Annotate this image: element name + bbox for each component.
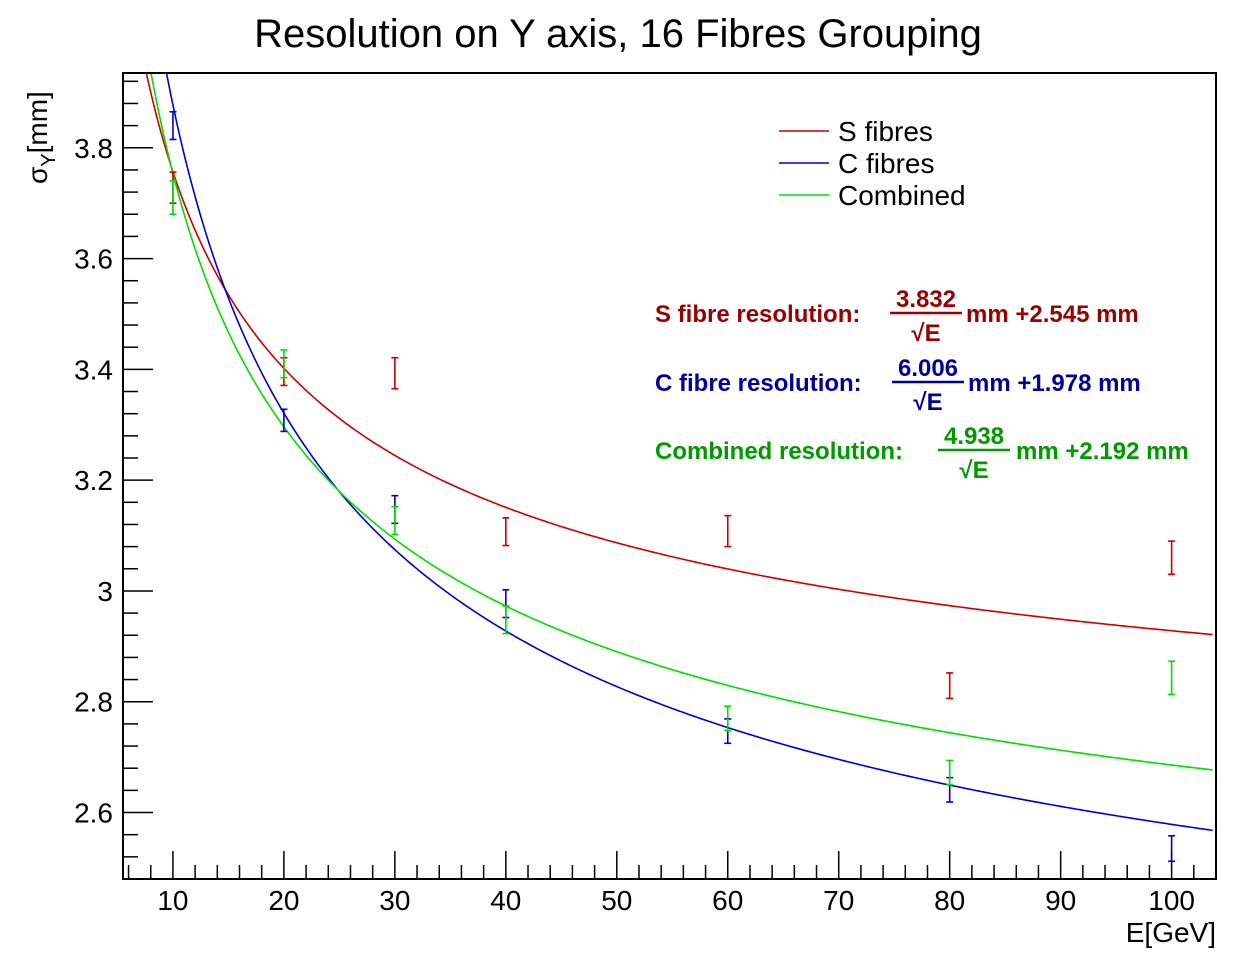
data-point-c-fibres (280, 408, 288, 433)
legend-label-c-fibres: C fibres (838, 148, 934, 179)
y-axis-label: σY[mm] (22, 91, 60, 184)
axis-tick-labels: 10 20 30 40 50 60 70 80 90 100 2.6 2.8 3 3.2 3.4 3.6 3.8 (74, 133, 1195, 916)
fit-curve-combined (150, 74, 1213, 771)
fit-annotation: S fibre resolution: 3.832 √E mm +2.545 mm (655, 286, 1139, 347)
chart-title: Resolution on Y axis, 16 Fibres Grouping (254, 12, 982, 56)
annotation-numerator: 4.938 (944, 423, 1004, 450)
y-tick-label: 3 (97, 576, 113, 607)
x-tick-label: 50 (601, 885, 632, 916)
legend-label-s-fibres: S fibres (838, 116, 933, 147)
annotation-prefix: C fibre resolution: (655, 370, 862, 397)
data-point-s-fibres (946, 672, 954, 700)
fit-curve-s-fibres (145, 74, 1213, 636)
y-axis-label-unit: [mm] (22, 91, 53, 153)
x-tick-label: 30 (379, 885, 410, 916)
data-point-combined (391, 505, 399, 536)
x-tick-label: 20 (268, 885, 299, 916)
plot-area-border (122, 72, 1217, 880)
data-point-s-fibres (1168, 540, 1176, 576)
y-tick-label: 2.8 (74, 687, 113, 718)
x-tick-label: 80 (934, 885, 965, 916)
annotation-denominator: √E (913, 389, 942, 416)
x-axis-label: E[GeV] (1126, 917, 1216, 948)
data-point-c-fibres (169, 110, 177, 141)
fit-curve-c-fibres (165, 74, 1213, 832)
y-axis-label-subscript: Y (38, 153, 60, 166)
svg-text:σY[mm]: σY[mm] (22, 91, 60, 184)
plot-frame (122, 72, 1217, 880)
x-tick-label: 10 (157, 885, 188, 916)
data-point-combined (724, 705, 732, 732)
data-point-combined (946, 759, 954, 786)
data-point-c-fibres (1168, 834, 1176, 863)
data-point-combined (1168, 660, 1176, 696)
annotation-prefix: Combined resolution: (655, 438, 903, 465)
data-point-s-fibres (724, 514, 732, 548)
annotation-suffix: mm +2.192 mm (1016, 438, 1189, 465)
fit-annotations: S fibre resolution: 3.832 √E mm +2.545 mm C … (655, 286, 1189, 484)
legend-label-combined: Combined (838, 180, 966, 211)
y-tick-label: 3.4 (74, 354, 113, 385)
y-tick-label: 2.6 (74, 798, 113, 829)
fit-annotation: Combined resolution: 4.938 √E mm +2.192 mm (655, 423, 1189, 484)
data-points (169, 110, 1176, 863)
x-tick-label: 40 (490, 885, 521, 916)
data-point-combined (280, 349, 288, 379)
data-point-s-fibres (391, 356, 399, 390)
annotation-suffix: mm +2.545 mm (966, 301, 1139, 328)
annotation-numerator: 3.832 (896, 286, 956, 313)
annotation-denominator: √E (959, 457, 988, 484)
x-tick-label: 70 (823, 885, 854, 916)
data-point-combined (169, 180, 177, 216)
annotation-denominator: √E (911, 320, 940, 347)
annotation-prefix: S fibre resolution: (655, 301, 860, 328)
axis-ticks (123, 80, 1217, 880)
data-point-combined (502, 605, 510, 635)
y-tick-label: 3.6 (74, 244, 113, 275)
y-tick-label: 3.8 (74, 133, 113, 164)
annotation-numerator: 6.006 (898, 355, 958, 382)
x-tick-label: 60 (712, 885, 743, 916)
annotation-suffix: mm +1.978 mm (968, 370, 1141, 397)
fit-curves (145, 74, 1213, 832)
y-tick-label: 3.2 (74, 465, 113, 496)
x-tick-label: 100 (1148, 885, 1195, 916)
data-point-s-fibres (502, 517, 510, 547)
x-tick-label: 90 (1045, 885, 1076, 916)
y-axis-label-symbol: σ (22, 167, 53, 184)
fit-annotation: C fibre resolution: 6.006 √E mm +1.978 mm (655, 355, 1141, 416)
